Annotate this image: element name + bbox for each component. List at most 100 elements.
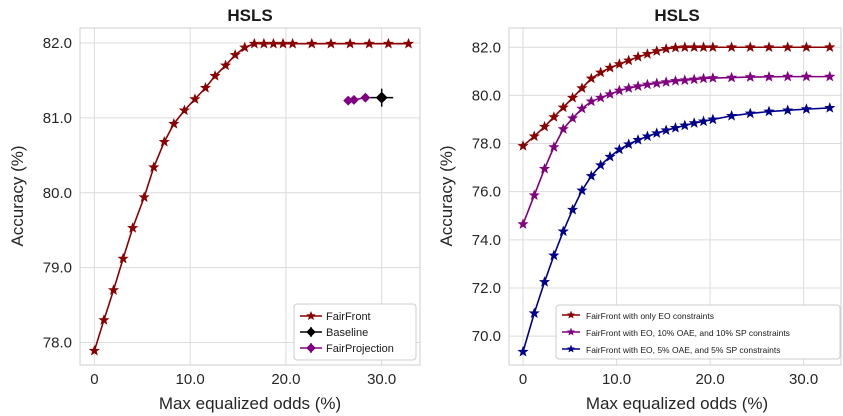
data-point: [199, 82, 212, 93]
data-point: [538, 276, 551, 287]
data-point: [567, 91, 579, 103]
data-point: [688, 41, 700, 52]
right-chart-plot-area: [508, 27, 842, 366]
data-point: [576, 82, 588, 93]
data-point: [98, 314, 110, 325]
series-line: [522, 75, 830, 225]
x-tick-label: 10.0: [602, 371, 631, 388]
legend-label: Baseline: [326, 327, 368, 339]
data-point: [178, 104, 190, 116]
data-point: [517, 345, 529, 357]
data-point: [538, 162, 551, 174]
x-tick-label: 20.0: [695, 371, 724, 388]
legend-item-1: Baseline: [300, 327, 368, 339]
left-legend-box: [293, 303, 417, 361]
data-point: [585, 170, 597, 181]
legend-label: FairFront with only EO constraints: [586, 311, 714, 321]
data-point: [660, 124, 672, 136]
data-point: [107, 284, 120, 295]
data-point: [604, 61, 616, 73]
data-point: [344, 37, 356, 49]
data-point: [744, 107, 756, 119]
data-point: [800, 70, 812, 82]
left-chart-series: [88, 37, 415, 356]
x-tick-label: 0: [90, 371, 98, 388]
y-tick-label: 72.0: [472, 280, 501, 297]
data-point: [239, 41, 251, 53]
x-tick-label: 10.0: [176, 371, 205, 388]
right-chart-panel: HSLS 0 10.0 20.0 30.0 70.0 72.0 74.0 76.0 78.0 80…: [437, 6, 842, 413]
data-point: [688, 73, 700, 85]
left-chart-tick-labels: 0 10.0 20.0 30.0 78.0 79.0 80.0 81.0 82.0: [43, 35, 396, 388]
data-point: [267, 37, 280, 49]
right-chart-y-axis-label: Accuracy (%): [437, 145, 456, 246]
data-point: [697, 72, 710, 84]
data-point: [375, 91, 388, 104]
data-point: [824, 102, 836, 113]
legend-label: FairFront with EO, 10% OAE, and 10% SP c…: [586, 328, 790, 338]
y-tick-label: 78.0: [43, 335, 72, 352]
left-chart-gridlines: [80, 28, 420, 365]
data-point: [679, 74, 691, 85]
data-point: [707, 113, 719, 125]
left-chart-y-axis-label: Accuracy (%): [8, 145, 27, 246]
legend-marker: [306, 327, 316, 337]
y-tick-label: 76.0: [472, 184, 501, 201]
data-point: [688, 117, 700, 128]
data-point: [567, 112, 579, 124]
data-point: [604, 88, 616, 99]
data-point: [348, 94, 359, 105]
data-point: [669, 75, 682, 86]
left-chart-title: HSLS: [227, 6, 272, 25]
right-chart-title: HSLS: [654, 6, 699, 25]
data-point: [189, 93, 201, 104]
series-2: [517, 102, 836, 357]
legend-marker: [566, 310, 576, 319]
data-point: [360, 92, 371, 103]
data-point: [641, 78, 653, 90]
data-point: [800, 41, 812, 52]
data-point: [726, 71, 738, 83]
x-tick-label: 30.0: [789, 371, 818, 388]
data-point: [632, 51, 644, 62]
data-point: [576, 102, 588, 114]
data-point: [623, 54, 635, 66]
data-point: [613, 58, 625, 69]
legend-item-0: FairFront: [300, 310, 371, 323]
data-point: [641, 48, 653, 59]
x-tick-label: 0: [519, 371, 527, 388]
left-chart-panel: HSLS 0 10.0 20.0 30.0 78.0 79.0 80.0 81.0 82.0 M…: [8, 6, 421, 413]
data-point: [595, 66, 607, 78]
data-point: [744, 41, 756, 52]
data-point: [168, 118, 180, 129]
data-point: [651, 45, 663, 56]
left-chart-plot-area: [79, 27, 421, 366]
data-point: [127, 222, 139, 233]
data-point: [632, 134, 644, 145]
data-point: [538, 120, 551, 132]
data-point: [623, 82, 635, 93]
data-point: [548, 249, 560, 261]
y-tick-label: 78.0: [472, 136, 501, 153]
data-point: [88, 344, 100, 356]
right-chart-tick-labels: 0 10.0 20.0 30.0 70.0 72.0 74.0 76.0 78.0 80.0 82.…: [472, 39, 818, 388]
data-point: [679, 41, 691, 52]
y-tick-label: 79.0: [43, 260, 72, 277]
data-point: [548, 111, 560, 122]
data-point: [669, 122, 682, 133]
legend-marker: [566, 344, 576, 353]
data-point: [613, 84, 625, 96]
series-2: [343, 92, 371, 106]
data-point: [517, 218, 529, 229]
data-point: [651, 77, 663, 89]
right-chart-x-axis-label: Max equalized odds (%): [586, 394, 768, 413]
data-point: [548, 141, 560, 152]
data-point: [824, 41, 836, 52]
data-point: [585, 95, 597, 107]
data-point: [641, 130, 653, 142]
data-point: [613, 143, 625, 155]
y-tick-label: 82.0: [43, 35, 72, 52]
y-tick-label: 74.0: [472, 232, 501, 249]
data-point: [557, 101, 569, 113]
